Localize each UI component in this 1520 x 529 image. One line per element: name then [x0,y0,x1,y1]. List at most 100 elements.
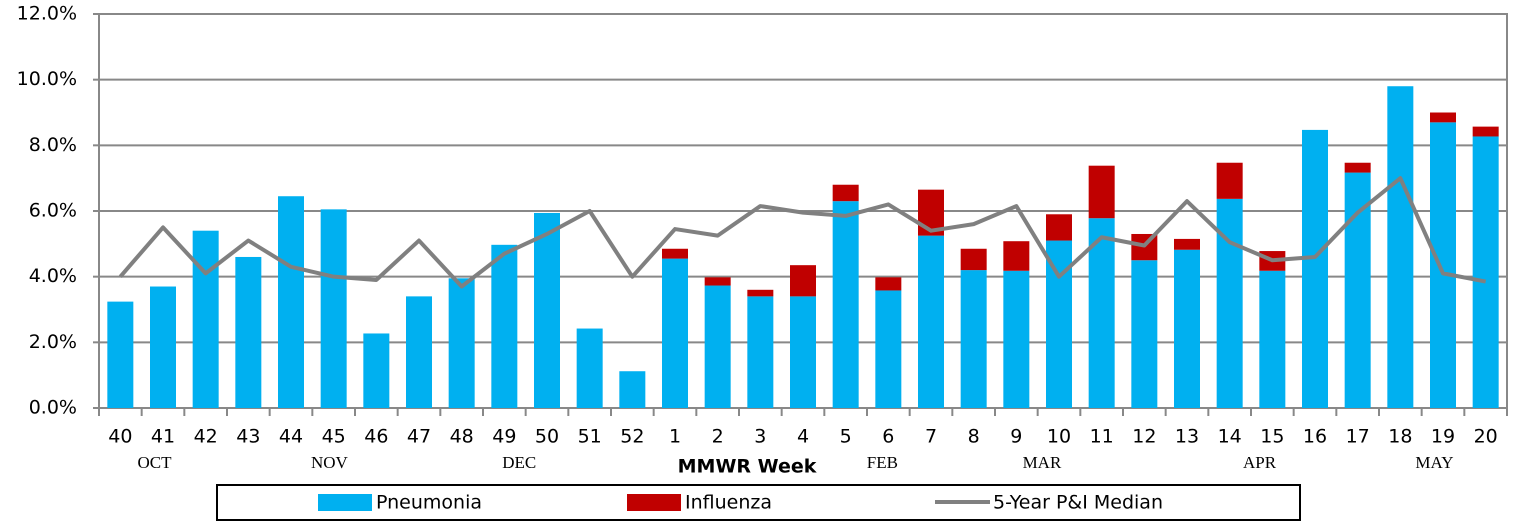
x-tick-label: 19 [1431,426,1455,448]
x-tick-label: 10 [1047,426,1071,448]
x-tick-label: 9 [1010,426,1022,448]
x-tick-label: 51 [578,426,602,448]
bar [1046,214,1072,241]
bar [747,296,774,408]
bar [1088,218,1115,408]
bar [491,244,518,408]
x-tick-label: 2 [712,426,724,448]
x-tick-label: 3 [754,426,766,448]
month-label: DEC [502,453,536,472]
month-label: FEB [867,453,898,472]
x-tick-label: 50 [535,426,559,448]
bar [576,328,603,408]
bar [1216,198,1243,408]
x-tick-label: 16 [1303,426,1327,448]
x-tick-label: 20 [1474,426,1498,448]
bar [1344,172,1371,408]
x-tick-label: 1 [669,426,681,448]
bar [1387,86,1414,408]
x-tick-label: 48 [450,426,474,448]
bar [704,285,731,408]
y-tick-label: 2.0% [29,331,77,353]
month-label: APR [1243,453,1277,472]
bar [662,248,688,259]
month-label: NOV [311,453,349,472]
x-tick-label: 42 [194,426,218,448]
legend-label: Influenza [685,492,772,514]
bar [1088,165,1115,219]
bar [1259,270,1286,408]
legend-swatch [627,494,681,511]
legend-box [216,484,1301,521]
bar [1131,260,1158,408]
y-tick-label: 10.0% [17,68,77,90]
bar [1216,162,1243,199]
x-tick-label: 49 [492,426,516,448]
x-tick-label: 43 [236,426,260,448]
x-tick-label: 41 [151,426,175,448]
bar [1472,136,1499,409]
bar [1430,122,1456,408]
bar [406,296,432,408]
bar [1174,238,1200,250]
bar [1302,129,1328,408]
x-tick-label: 7 [925,426,937,448]
x-tick-label: 11 [1090,426,1114,448]
y-tick-label: 12.0% [17,3,77,25]
line [118,176,1487,289]
bar [790,265,816,297]
bar [192,230,219,408]
y-tick-label: 0.0% [29,397,77,419]
month-label: MAR [1023,453,1062,472]
month-label: MAY [1415,453,1453,472]
y-tick-label: 6.0% [29,200,77,222]
legend-label: Pneumonia [376,492,482,514]
x-tick-label: 45 [322,426,346,448]
bar [960,248,987,271]
x-tick-label: 52 [620,426,644,448]
bar [150,286,176,408]
x-tick-label: 4 [797,426,809,448]
bar [832,201,859,408]
bar [960,270,987,408]
bar [832,184,859,202]
bar [875,290,902,408]
x-tick-label: 40 [108,426,132,448]
bar [448,278,475,408]
bar [918,235,944,408]
month-label: OCT [137,453,172,472]
bar [1472,126,1499,137]
x-tick-label: 5 [840,426,852,448]
bar [363,333,390,408]
bar [235,256,262,408]
bar [790,296,816,408]
bar [704,277,731,286]
bar [1003,241,1030,271]
bar [534,212,560,408]
y-tick-label: 4.0% [29,265,77,287]
x-tick-label: 44 [279,426,303,448]
x-axis-title: MMWR Week [678,456,817,478]
x-tick-label: 12 [1132,426,1156,448]
bar [662,258,688,408]
x-tick-label: 46 [364,426,388,448]
bar [747,289,774,297]
bar [278,196,304,408]
bar [1430,112,1456,123]
legend-swatch [318,494,372,511]
x-tick-label: 8 [968,426,980,448]
x-tick-label: 17 [1346,426,1370,448]
legend-label: 5-Year P&I Median [993,492,1163,514]
bar [320,209,347,408]
bar [875,277,902,291]
bar [619,371,646,408]
bar [1003,270,1030,408]
x-tick-label: 15 [1260,426,1284,448]
x-tick-label: 18 [1388,426,1412,448]
x-tick-label: 6 [882,426,894,448]
x-tick-label: 47 [407,426,431,448]
bar [1174,249,1200,408]
x-tick-label: 14 [1218,426,1242,448]
x-tick-label: 13 [1175,426,1199,448]
